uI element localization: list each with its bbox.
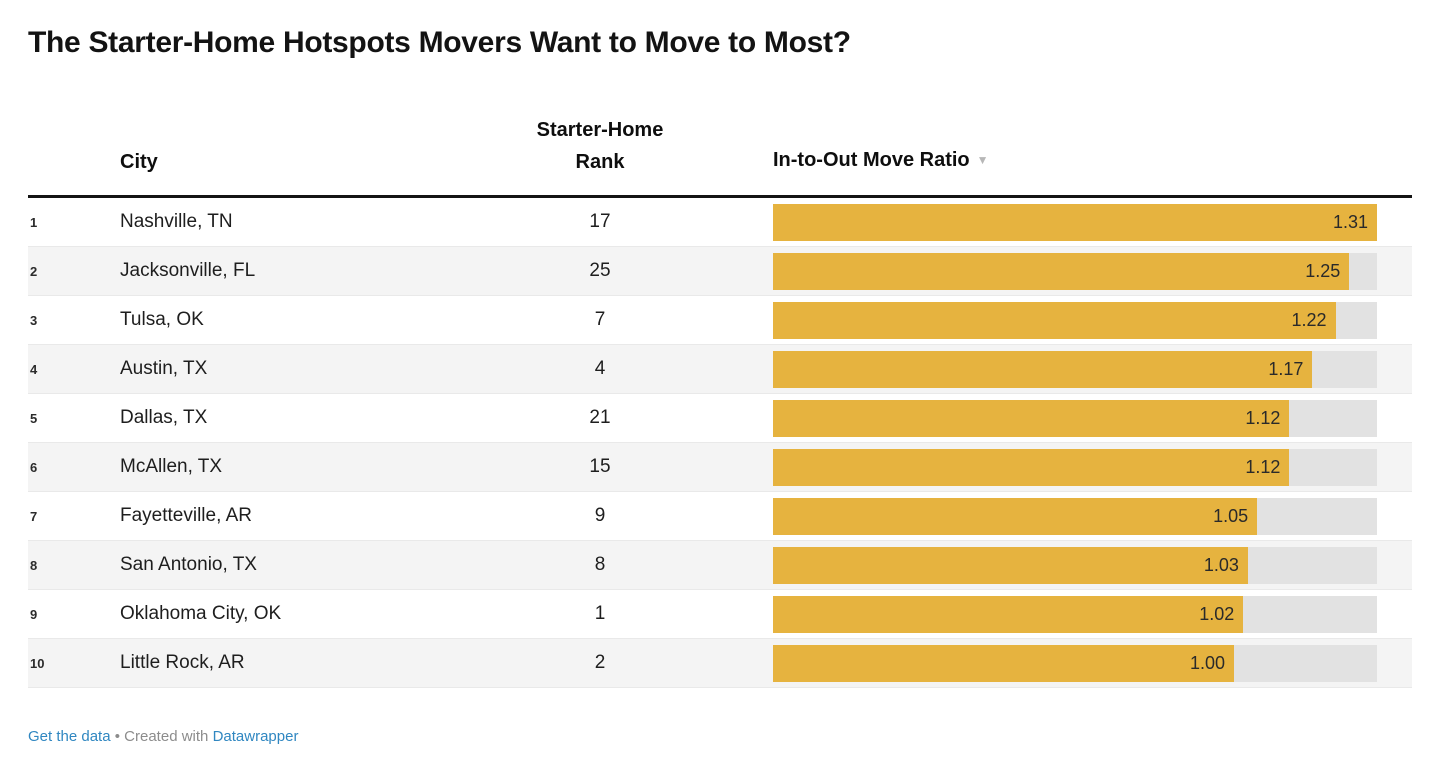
row-city: Nashville, TN xyxy=(120,211,233,232)
bar-track: 1.17 xyxy=(773,350,1377,388)
table-row: 3 Tulsa, OK 7 1.22 xyxy=(28,296,1412,345)
bar-value: 1.22 xyxy=(1291,309,1327,330)
row-rank: 4 xyxy=(594,358,606,379)
chart-title: The Starter-Home Hotspots Movers Want to… xyxy=(28,26,851,59)
row-rank: 15 xyxy=(589,456,611,477)
table-row: 2 Jacksonville, FL 25 1.25 xyxy=(28,247,1412,296)
datawrapper-link[interactable]: Datawrapper xyxy=(212,728,299,745)
row-rank: 17 xyxy=(589,211,611,232)
bar-fill: 1.12 xyxy=(773,448,1290,486)
bar-track: 1.22 xyxy=(773,301,1377,339)
bar-track: 1.25 xyxy=(773,252,1377,290)
table-row: 4 Austin, TX 4 1.17 xyxy=(28,345,1412,394)
row-index: 7 xyxy=(30,508,38,524)
bar-fill: 1.17 xyxy=(773,350,1313,388)
column-header-ratio[interactable]: In-to-Out Move Ratio ▼ xyxy=(773,144,1412,178)
bar-fill: 1.12 xyxy=(773,399,1290,437)
row-city: San Antonio, TX xyxy=(120,554,257,575)
row-index: 8 xyxy=(30,557,38,573)
table-body: 1 Nashville, TN 17 1.31 2 Jacksonville, … xyxy=(28,198,1412,688)
chart-footer: Get the data • Created with Datawrapper xyxy=(28,728,1412,745)
bar-fill: 1.31 xyxy=(773,203,1377,241)
ratio-bar-cell: 1.12 xyxy=(773,399,1377,437)
bar-track: 1.02 xyxy=(773,595,1377,633)
row-rank: 7 xyxy=(594,309,606,330)
bar-value: 1.00 xyxy=(1190,652,1226,673)
bar-fill: 1.25 xyxy=(773,252,1350,290)
sort-descending-icon[interactable]: ▼ xyxy=(976,153,989,167)
bar-fill: 1.05 xyxy=(773,497,1258,535)
bar-value: 1.05 xyxy=(1213,505,1249,526)
row-index: 3 xyxy=(30,312,38,328)
bar-value: 1.17 xyxy=(1268,358,1304,379)
table-row: 9 Oklahoma City, OK 1 1.02 xyxy=(28,590,1412,639)
bar-value: 1.02 xyxy=(1199,603,1235,624)
table-row: 1 Nashville, TN 17 1.31 xyxy=(28,198,1412,247)
row-index: 10 xyxy=(30,655,45,671)
ratio-bar-cell: 1.03 xyxy=(773,546,1377,584)
column-header-city[interactable]: City xyxy=(120,151,158,173)
row-city: Little Rock, AR xyxy=(120,652,245,673)
bar-fill: 1.03 xyxy=(773,546,1248,584)
footer-created-with: Created with xyxy=(124,728,209,745)
bar-track: 1.12 xyxy=(773,448,1377,486)
rank-header-line2: Rank xyxy=(575,151,625,173)
row-index: 9 xyxy=(30,606,38,622)
bar-value: 1.12 xyxy=(1245,456,1281,477)
footer-separator: • xyxy=(114,728,120,745)
ratio-bar-cell: 1.31 xyxy=(773,203,1377,241)
table-header-row: City Starter-Home Rank In-to-Out Move Rat… xyxy=(28,114,1412,198)
bar-track: 1.12 xyxy=(773,399,1377,437)
column-header-rank[interactable]: Starter-Home Rank xyxy=(512,114,688,178)
table-row: 7 Fayetteville, AR 9 1.05 xyxy=(28,492,1412,541)
bar-fill: 1.00 xyxy=(773,644,1235,682)
bar-track: 1.05 xyxy=(773,497,1377,535)
ratio-bar-cell: 1.12 xyxy=(773,448,1377,486)
get-the-data-link[interactable]: Get the data xyxy=(28,728,111,745)
row-city: Dallas, TX xyxy=(120,407,208,428)
bar-track: 1.31 xyxy=(773,203,1377,241)
row-rank: 2 xyxy=(594,652,606,673)
bar-fill: 1.02 xyxy=(773,595,1244,633)
bar-track: 1.03 xyxy=(773,546,1377,584)
row-city: Austin, TX xyxy=(120,358,208,379)
ratio-bar-cell: 1.00 xyxy=(773,644,1377,682)
ratio-bar-cell: 1.05 xyxy=(773,497,1377,535)
ratio-bar-cell: 1.25 xyxy=(773,252,1377,290)
row-rank: 25 xyxy=(589,260,611,281)
bar-value: 1.03 xyxy=(1203,554,1239,575)
row-index: 2 xyxy=(30,263,38,279)
chart-container: The Starter-Home Hotspots Movers Want to… xyxy=(0,24,1440,745)
ratio-header-label: In-to-Out Move Ratio xyxy=(773,149,970,171)
row-city: Oklahoma City, OK xyxy=(120,603,282,624)
ratio-bar-cell: 1.22 xyxy=(773,301,1377,339)
bar-value: 1.12 xyxy=(1245,407,1281,428)
row-city: Tulsa, OK xyxy=(120,309,204,330)
row-city: McAllen, TX xyxy=(120,456,223,477)
row-index: 6 xyxy=(30,459,38,475)
row-index: 5 xyxy=(30,410,38,426)
row-city: Jacksonville, FL xyxy=(120,260,256,281)
bar-value: 1.31 xyxy=(1332,211,1368,232)
row-index: 1 xyxy=(30,214,38,230)
table-row: 5 Dallas, TX 21 1.12 xyxy=(28,394,1412,443)
table-row: 10 Little Rock, AR 2 1.00 xyxy=(28,639,1412,688)
ratio-bar-cell: 1.02 xyxy=(773,595,1377,633)
table-row: 8 San Antonio, TX 8 1.03 xyxy=(28,541,1412,590)
table-row: 6 McAllen, TX 15 1.12 xyxy=(28,443,1412,492)
row-rank: 21 xyxy=(589,407,611,428)
bar-value: 1.25 xyxy=(1305,260,1341,281)
ratio-bar-cell: 1.17 xyxy=(773,350,1377,388)
row-city: Fayetteville, AR xyxy=(120,505,252,526)
bar-fill: 1.22 xyxy=(773,301,1336,339)
row-rank: 9 xyxy=(594,505,606,526)
row-index: 4 xyxy=(30,361,38,377)
bar-track: 1.00 xyxy=(773,644,1377,682)
rank-header-line1: Starter-Home xyxy=(536,119,664,141)
row-rank: 8 xyxy=(594,554,606,575)
row-rank: 1 xyxy=(594,603,606,624)
